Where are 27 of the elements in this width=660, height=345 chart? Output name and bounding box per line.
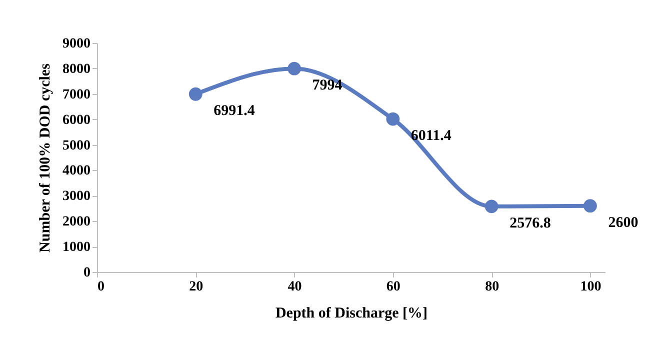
data-label: 2600 (608, 214, 638, 231)
y-tick-label: 8000 (62, 62, 90, 77)
y-tick-label: 9000 (62, 36, 90, 52)
x-tick-label: 100 (580, 280, 602, 294)
x-tick-label: 0 (98, 280, 104, 294)
point (386, 112, 400, 126)
point (288, 62, 301, 76)
y-tick-label: 1000 (62, 240, 90, 256)
data-label: 2576.8 (510, 215, 551, 232)
point (484, 200, 498, 214)
y-axis-title: Number of 100% DOD cycles (38, 63, 54, 252)
data-label: 6991.4 (214, 103, 256, 120)
x-tick-label: 40 (288, 280, 302, 294)
data-label: 7994 (312, 78, 343, 94)
point (583, 199, 597, 213)
x-tick-label: 60 (386, 280, 400, 294)
y-tick-label: 7000 (62, 87, 90, 102)
y-tick-label: 6000 (62, 112, 90, 128)
y-tick-label: 2000 (62, 214, 90, 230)
y-tick-label: 4000 (62, 164, 90, 179)
y-tick-label: 5000 (62, 138, 90, 154)
point (188, 87, 202, 101)
x-axis-title: Depth of Discharge [%] (275, 306, 428, 322)
y-tick-label: 3000 (62, 189, 90, 204)
x-tick-label: 80 (485, 280, 500, 294)
y-tick-label: 0 (84, 266, 90, 280)
x-tick-label: 20 (189, 280, 204, 294)
